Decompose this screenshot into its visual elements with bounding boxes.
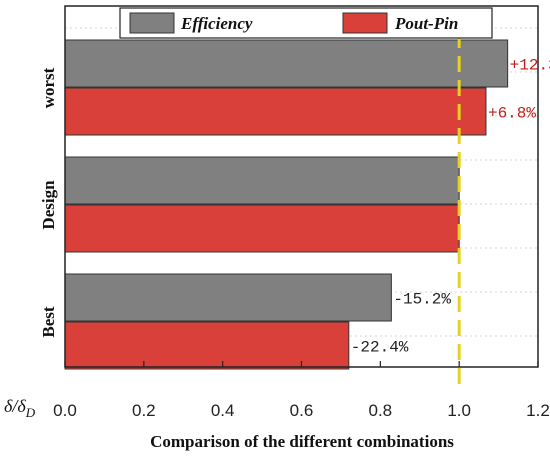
x-tick-label: 1.0	[447, 401, 471, 420]
bar-efficiency-design	[64, 156, 460, 205]
x-tick-label: 0.4	[211, 401, 235, 420]
data-label: +6.8%	[488, 105, 536, 123]
x-tick-label: 0.0	[53, 401, 77, 420]
x-tick-label: 1.2	[526, 401, 550, 420]
x-axis-symbol: δ/δD	[4, 396, 36, 420]
x-tick-label: 0.8	[369, 401, 393, 420]
legend-swatch-1	[129, 12, 175, 34]
category-label-worst: worst	[39, 67, 58, 108]
data-label: -15.2%	[393, 291, 451, 309]
x-axis-symbol-subscript: D	[25, 405, 36, 420]
category-label-design: Design	[39, 180, 58, 230]
data-label: -22.4%	[351, 339, 409, 357]
legend-box	[119, 7, 493, 39]
legend: Efficiency Pout-Pin	[119, 7, 493, 39]
x-axis-ticks: 0.0 0.2 0.4 0.6 0.8 1.0 1.2	[53, 361, 550, 420]
bar-pout-pin-design	[64, 204, 460, 253]
x-tick-label: 0.6	[290, 401, 314, 420]
data-labels: +12.3% +6.8% -15.2% -22.4%	[351, 57, 550, 357]
y-axis-categories: worst Design Best	[39, 67, 58, 337]
category-label-best: Best	[39, 306, 58, 338]
data-label: +12.3%	[510, 57, 550, 75]
legend-label-2: Pout-Pin	[394, 14, 458, 33]
bars	[64, 39, 509, 370]
bar-pout-pin-best	[64, 321, 350, 370]
bar-efficiency-worst	[64, 39, 509, 88]
legend-label-1: Efficiency	[180, 14, 253, 33]
x-axis-title: Comparison of the different combinations	[150, 432, 454, 451]
x-axis-symbol-main: δ/δ	[4, 396, 26, 416]
bar-pout-pin-worst	[64, 87, 487, 136]
legend-swatch-2	[342, 12, 388, 34]
bar-efficiency-best	[64, 273, 392, 322]
x-tick-label: 0.2	[132, 401, 156, 420]
